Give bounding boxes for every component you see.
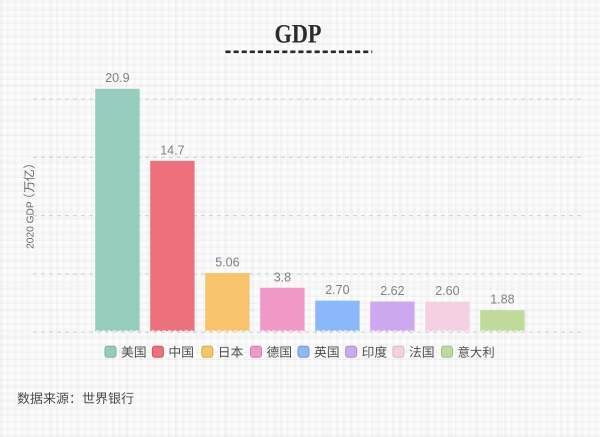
svg-text:5.06: 5.06 [215, 256, 239, 270]
svg-text:14.7: 14.7 [160, 143, 184, 157]
svg-text:20.9: 20.9 [105, 71, 129, 85]
svg-text:2.70: 2.70 [325, 283, 349, 297]
svg-text:2020 GDP: 2020 GDP [25, 201, 36, 249]
svg-text:2.60: 2.60 [435, 284, 459, 298]
svg-text:3.8: 3.8 [274, 270, 291, 284]
svg-text:GDP: GDP [275, 19, 322, 49]
svg-text:2.62: 2.62 [380, 284, 404, 298]
svg-text:1.88: 1.88 [490, 293, 514, 307]
